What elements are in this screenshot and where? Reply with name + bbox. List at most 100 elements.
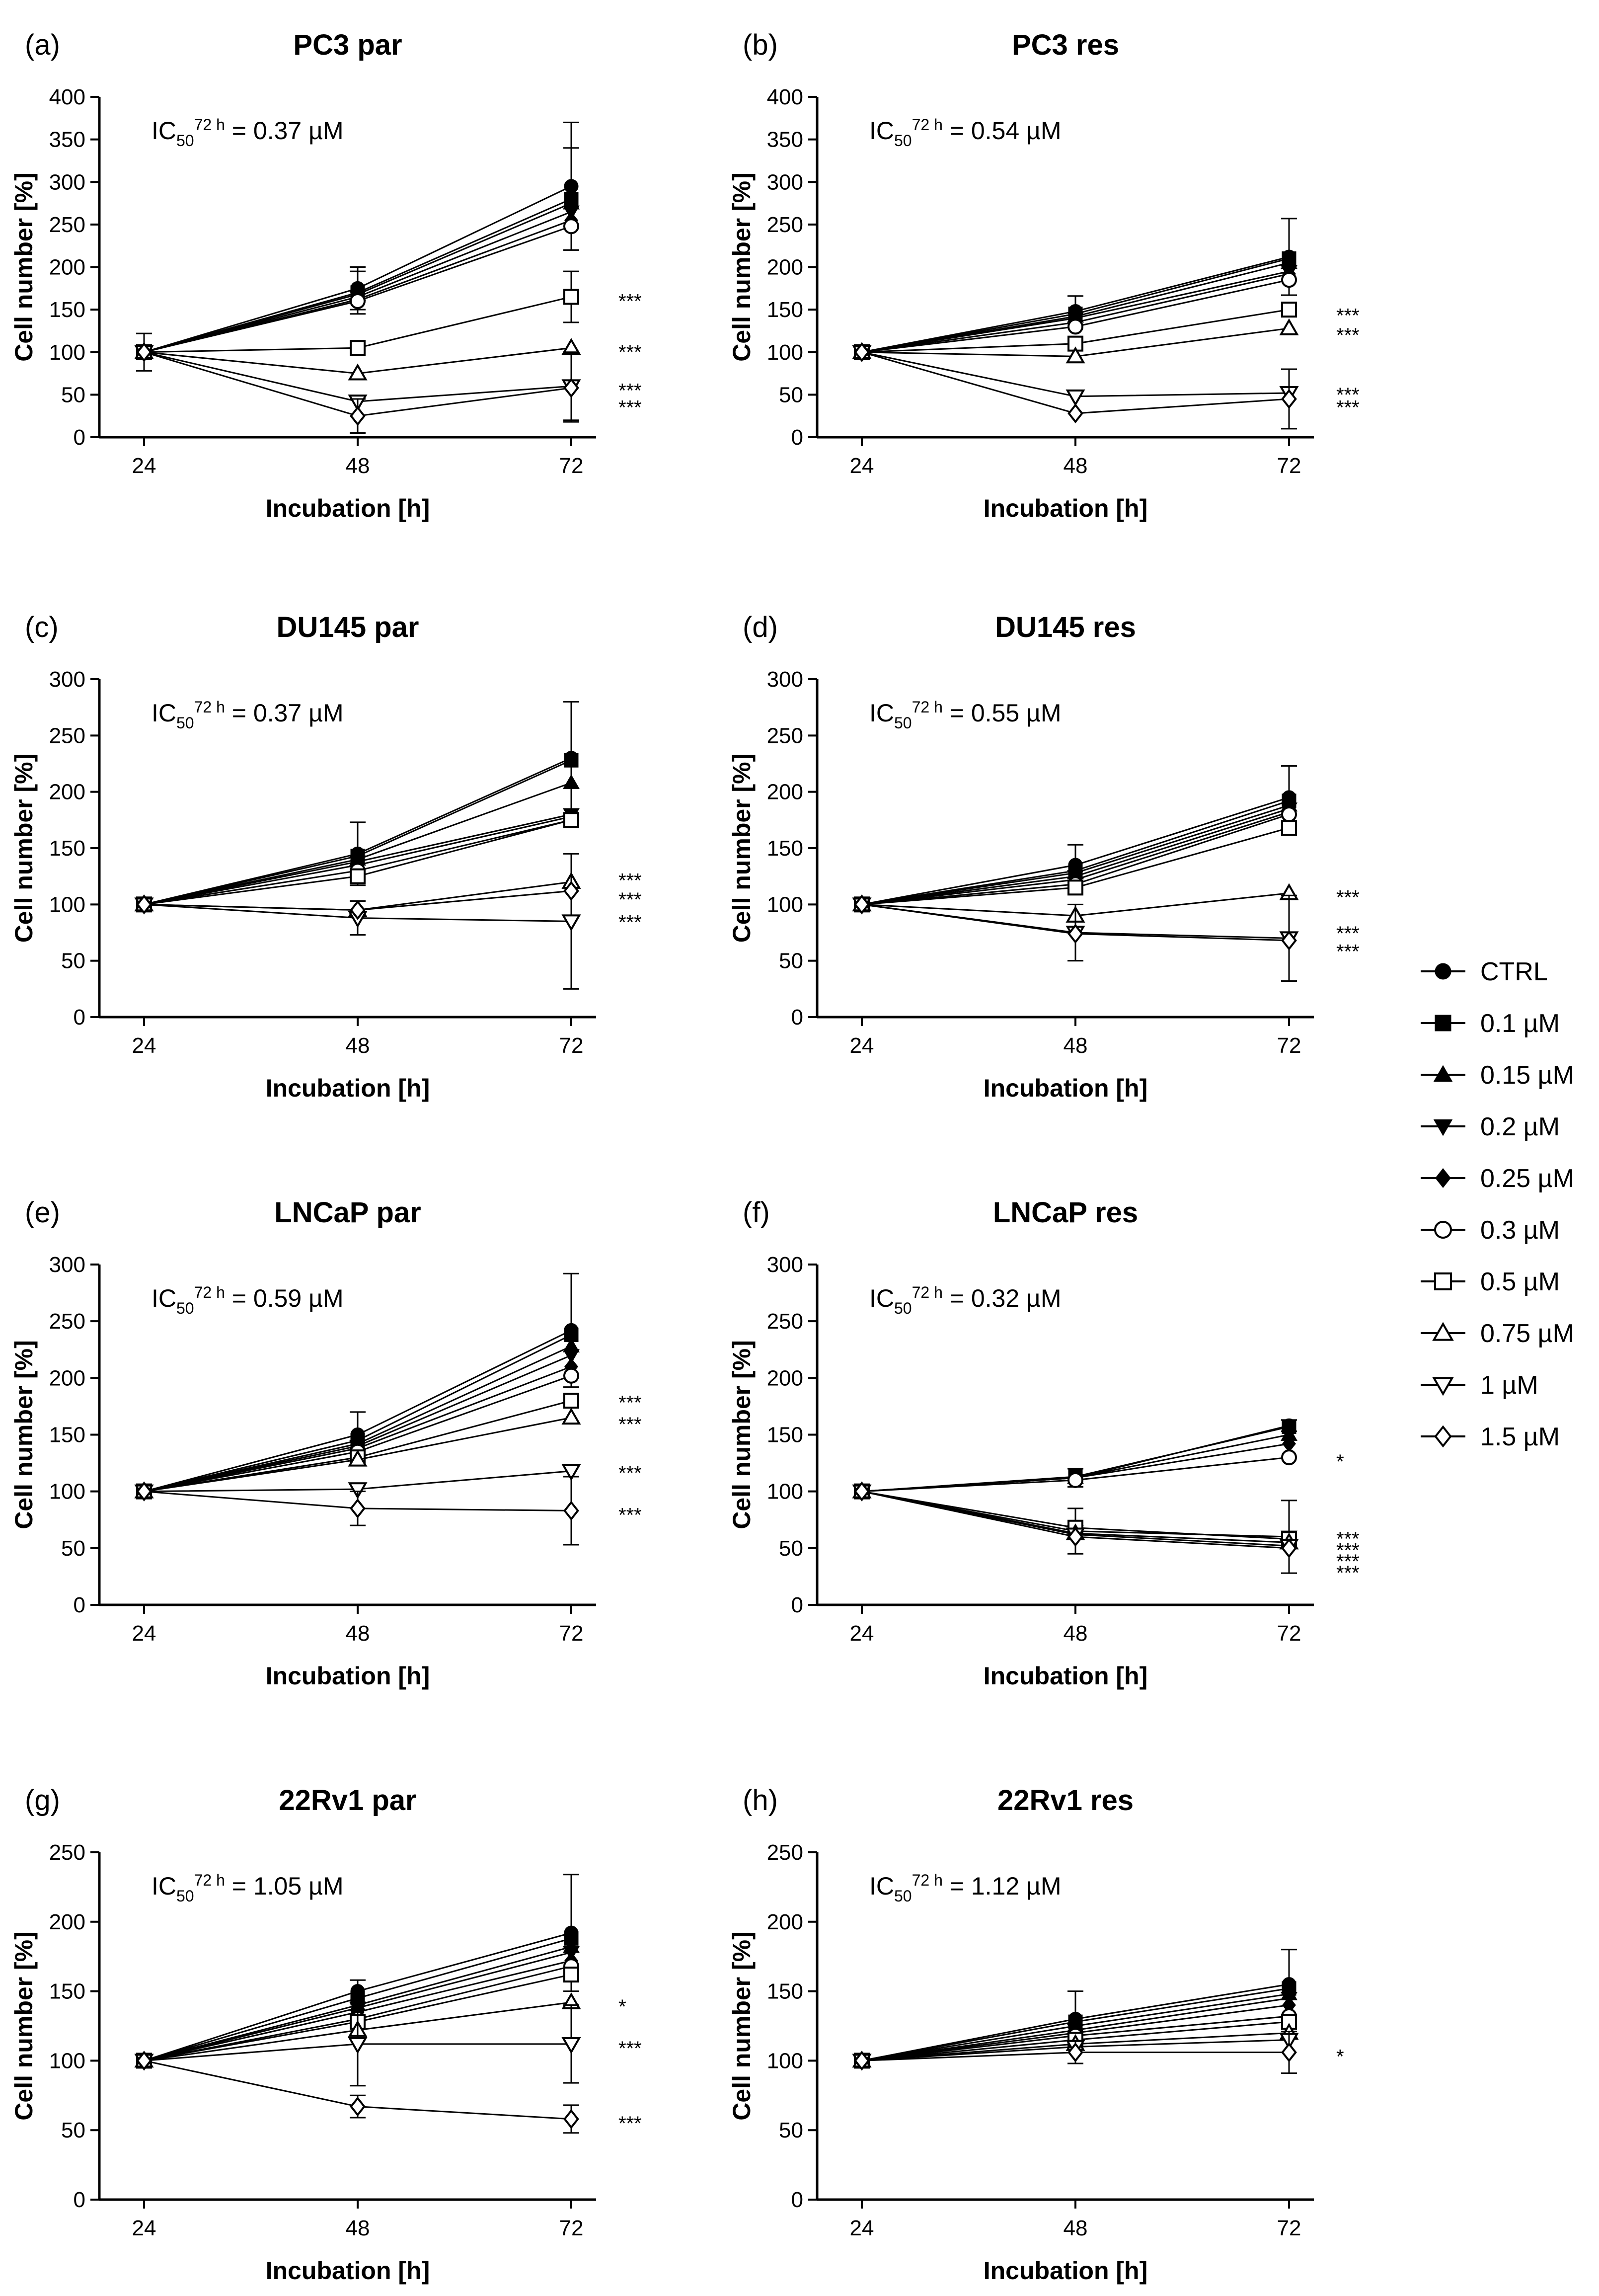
- data-point: [1067, 403, 1083, 424]
- series-1-5-um: [136, 881, 579, 920]
- data-point: [348, 1449, 368, 1467]
- legend-marker: [1432, 1322, 1454, 1341]
- data-point: [563, 1501, 579, 1521]
- y-tick-label: 200: [49, 1366, 85, 1390]
- data-point: [563, 1367, 579, 1384]
- y-tick-label: 0: [74, 1593, 85, 1617]
- ic50-annotation: IC5072 h = 1.05 µM: [152, 1871, 344, 1905]
- data-point: [350, 900, 366, 920]
- legend-marker: [1434, 1221, 1452, 1239]
- legend-entry-1-um: 1 µM: [1421, 1371, 1538, 1400]
- chart-title: DU145 res: [995, 611, 1136, 643]
- significance-marker: ***: [618, 290, 642, 312]
- data-point: [854, 1481, 870, 1502]
- y-tick-label: 300: [49, 667, 85, 692]
- chart-lncap-res: (f) LNCaP res 0 50 100 150 200 250 300 24 48 72 Incu…: [728, 1196, 1360, 1690]
- ic50-annotation: IC5072 h = 0.54 µM: [869, 116, 1062, 150]
- data-point: [1067, 1472, 1083, 1488]
- legend-label: 0.75 µM: [1480, 1319, 1574, 1348]
- significance-marker: ***: [618, 2038, 642, 2059]
- ic50-prefix: IC: [152, 699, 176, 727]
- significance-marker: ***: [1336, 887, 1360, 909]
- x-tick-label: 24: [132, 1621, 156, 1646]
- series-1-5-um: [136, 342, 579, 434]
- x-axis-title: Incubation [h]: [984, 2257, 1148, 2285]
- significance-marker: ***: [1336, 923, 1360, 945]
- y-tick-label: 300: [767, 667, 803, 692]
- legend-marker: [1435, 1015, 1451, 1031]
- data-point: [563, 218, 579, 235]
- y-axis-title: Cell number [%]: [728, 172, 756, 362]
- legend-marker: [1432, 1377, 1454, 1396]
- x-tick-label: 48: [346, 1033, 370, 1058]
- data-point: [563, 1393, 579, 1409]
- y-tick-label: 100: [767, 340, 803, 365]
- ic50-superscript: 72 h: [194, 116, 225, 134]
- y-tick-label: 200: [49, 1910, 85, 1934]
- data-point: [350, 406, 366, 426]
- series-1-5-um: [136, 1476, 579, 1546]
- panel-letter: (d): [743, 611, 778, 643]
- ic50-value: = 0.37 µM: [225, 699, 344, 727]
- x-tick-label: 72: [1277, 1621, 1301, 1646]
- ic50-annotation: IC5072 h = 0.37 µM: [152, 116, 344, 150]
- significance-marker: *: [1336, 1451, 1344, 1473]
- y-axis-title: Cell number [%]: [728, 1340, 756, 1529]
- data-point: [1281, 806, 1297, 822]
- data-point: [561, 1408, 581, 1425]
- y-tick-label: 150: [767, 298, 803, 322]
- y-tick-label: 150: [49, 1979, 85, 2004]
- series-1-5-um: [854, 1481, 1297, 1558]
- legend-entry-0-25-um: 0.25 µM: [1421, 1164, 1574, 1193]
- chart-du145-par: (c) DU145 par 0 50 100 150 200 250 300 24 48 72 Incu…: [10, 611, 642, 1102]
- data-point: [854, 342, 870, 362]
- data-point: [350, 868, 366, 884]
- y-tick-label: 100: [49, 892, 85, 917]
- legend-entry-0-5-um: 0.5 µM: [1421, 1267, 1560, 1296]
- data-point: [136, 1481, 152, 1502]
- data-point: [1281, 1538, 1297, 1558]
- significance-marker: ***: [1336, 1562, 1360, 1584]
- x-axis-title: Incubation [h]: [984, 1662, 1148, 1690]
- panel-letter: (h): [743, 1784, 778, 1817]
- ic50-annotation: IC5072 h = 0.59 µM: [152, 1283, 344, 1317]
- panel-letter: (c): [25, 611, 59, 643]
- legend-marker: [1434, 1272, 1452, 1290]
- y-tick-label: 50: [61, 949, 85, 973]
- y-tick-label: 250: [767, 1309, 803, 1334]
- chart-title: 22Rv1 res: [997, 1784, 1134, 1817]
- y-tick-label: 350: [767, 128, 803, 152]
- y-tick-label: 150: [767, 836, 803, 861]
- y-tick-label: 150: [49, 1423, 85, 1447]
- data-point: [1066, 346, 1085, 364]
- ic50-value: = 1.12 µM: [943, 1872, 1062, 1900]
- ic50-value: = 0.59 µM: [225, 1284, 344, 1312]
- legend-label: 1.5 µM: [1480, 1423, 1560, 1451]
- data-point: [1067, 318, 1083, 335]
- series-1-5-um: [136, 2051, 579, 2134]
- significance-marker: ***: [1336, 941, 1360, 962]
- ic50-annotation: IC5072 h = 0.55 µM: [869, 698, 1062, 732]
- data-point: [1067, 924, 1083, 944]
- ic50-prefix: IC: [152, 1872, 176, 1900]
- y-tick-label: 0: [74, 425, 85, 450]
- x-tick-label: 24: [850, 454, 874, 478]
- data-point: [563, 881, 579, 901]
- significance-marker: ***: [618, 870, 642, 892]
- x-tick-label: 48: [1064, 454, 1088, 478]
- data-point: [1281, 930, 1297, 950]
- ic50-subscript: 50: [894, 1299, 912, 1317]
- y-tick-label: 250: [767, 213, 803, 237]
- significance-marker: ***: [1336, 397, 1360, 419]
- legend-entry-0-75-um: 0.75 µM: [1421, 1319, 1574, 1348]
- chart-title: DU145 par: [277, 611, 419, 643]
- legend-label: 1 µM: [1480, 1371, 1538, 1400]
- legend-entry-0-15-um: 0.15 µM: [1421, 1061, 1574, 1090]
- panel-letter: (g): [25, 1784, 60, 1817]
- y-tick-label: 100: [767, 1480, 803, 1504]
- ic50-prefix: IC: [869, 699, 894, 727]
- ic50-subscript: 50: [176, 1299, 194, 1317]
- y-tick-label: 50: [779, 1536, 803, 1561]
- y-tick-label: 100: [767, 892, 803, 917]
- chart-title: PC3 par: [293, 29, 402, 61]
